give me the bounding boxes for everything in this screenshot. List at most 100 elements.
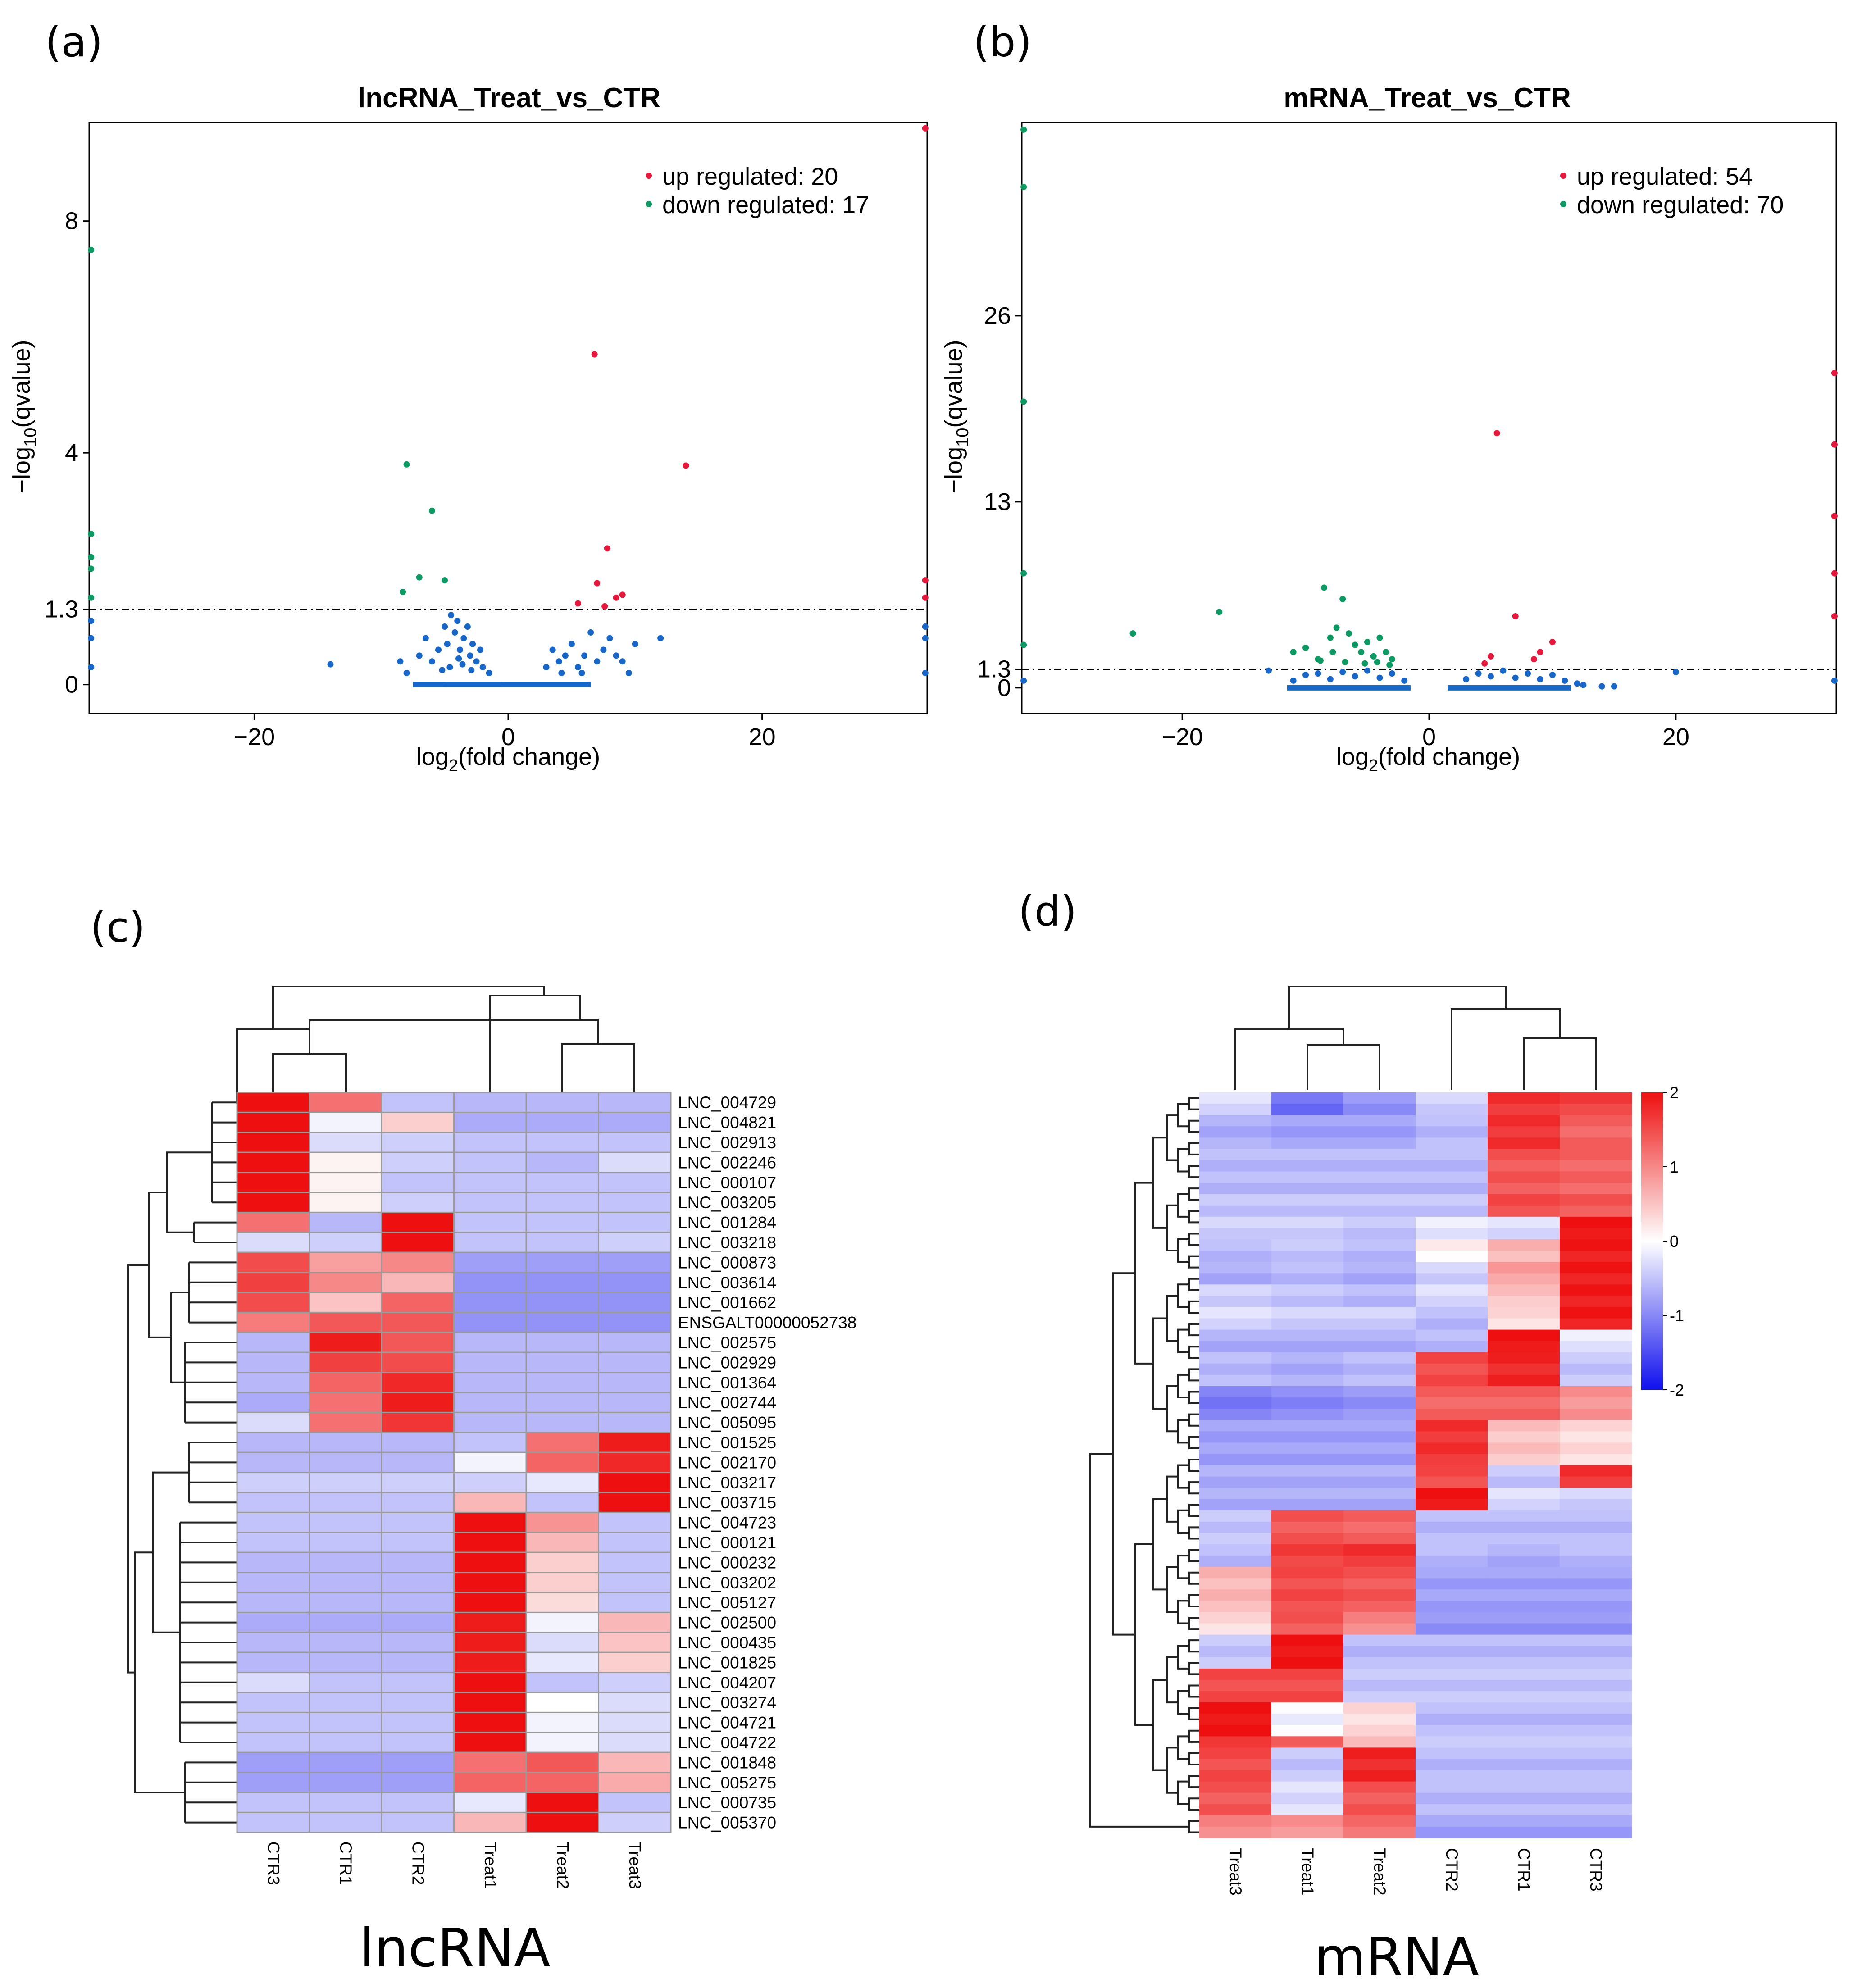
heatmap-cell bbox=[598, 1732, 672, 1753]
row-branch bbox=[134, 1551, 185, 1793]
down-point bbox=[1020, 641, 1027, 648]
heatmap-cell bbox=[598, 1351, 672, 1374]
heatmap-cell bbox=[1560, 1533, 1632, 1545]
heatmap-cell bbox=[1416, 1251, 1488, 1262]
heatmap-cell bbox=[309, 1572, 382, 1593]
heatmap-cell bbox=[381, 1192, 455, 1213]
heatmap-cell bbox=[525, 1511, 599, 1533]
heatmap-cell bbox=[1199, 1149, 1272, 1160]
heatmap-cell bbox=[1416, 1623, 1488, 1635]
row-label: LNC_000735 bbox=[678, 1793, 776, 1812]
nonsig-point bbox=[88, 635, 95, 641]
heatmap-cell bbox=[1343, 1409, 1416, 1420]
heatmap-cell bbox=[381, 1292, 455, 1313]
heatmap-cell bbox=[1271, 1736, 1344, 1748]
heatmap-cell bbox=[525, 1211, 599, 1233]
heatmap-cell bbox=[1343, 1646, 1416, 1658]
heatmap-cell bbox=[1343, 1386, 1416, 1398]
heatmap-cell bbox=[1343, 1612, 1416, 1624]
heatmap-cell bbox=[1488, 1465, 1560, 1477]
heatmap-cell bbox=[309, 1411, 382, 1433]
heatmap-cell bbox=[1488, 1657, 1560, 1669]
down-point bbox=[1364, 639, 1371, 646]
heatmap-cell bbox=[236, 1092, 310, 1113]
volcano-b-legend: up regulated: 54 down regulated: 70 bbox=[1560, 163, 1784, 218]
heatmap-cell bbox=[309, 1172, 382, 1193]
nonsig-point bbox=[468, 667, 475, 673]
heatmap-cell bbox=[1560, 1770, 1632, 1782]
heatmap-cell bbox=[598, 1411, 672, 1433]
nonsig-point bbox=[600, 646, 607, 653]
heatmap-cell bbox=[1343, 1296, 1416, 1307]
heatmap-cell bbox=[1560, 1239, 1632, 1251]
down-point bbox=[1327, 634, 1334, 641]
down-point bbox=[428, 507, 435, 514]
heatmap-cell bbox=[1416, 1556, 1488, 1567]
row-branch bbox=[1188, 1820, 1199, 1833]
heatmap-cell bbox=[309, 1732, 382, 1753]
heatmap-cell bbox=[1343, 1329, 1416, 1342]
heatmap-cell bbox=[1488, 1307, 1560, 1319]
heatmap-cell bbox=[1199, 1691, 1272, 1703]
heatmap-cell bbox=[1488, 1454, 1560, 1465]
heatmap-cell bbox=[1343, 1352, 1416, 1364]
heatmap-cell bbox=[453, 1692, 527, 1713]
heatmap-cell bbox=[525, 1592, 599, 1613]
heatmap-cell bbox=[1416, 1284, 1488, 1296]
down-point bbox=[1342, 659, 1348, 665]
row-branch bbox=[1177, 1555, 1189, 1579]
nonsig-point bbox=[479, 664, 486, 671]
up-point bbox=[1493, 430, 1500, 437]
heatmap-cell bbox=[309, 1351, 382, 1374]
heatmap-cell bbox=[1488, 1442, 1560, 1454]
heatmap-cell bbox=[598, 1551, 672, 1574]
heatmap-c-col-dendrogram bbox=[236, 986, 635, 1104]
heatmap-cell bbox=[381, 1132, 455, 1153]
heatmap-cell bbox=[236, 1272, 310, 1293]
heatmap-cell bbox=[236, 1732, 310, 1753]
row-branch bbox=[152, 1471, 189, 1633]
nonsig-point bbox=[442, 623, 448, 630]
heatmap-cell bbox=[453, 1092, 527, 1113]
heatmap-cell bbox=[453, 1232, 527, 1253]
volcano-a-ylabel: −log10(qvalue) bbox=[8, 340, 40, 494]
heatmap-cell bbox=[1199, 1352, 1272, 1364]
heatmap-cell bbox=[598, 1232, 672, 1253]
heatmap-cell bbox=[1271, 1352, 1344, 1364]
nonsig-point bbox=[403, 669, 410, 676]
heatmap-cell bbox=[309, 1792, 382, 1813]
nonsig-point bbox=[1376, 674, 1383, 681]
heatmap-cell bbox=[236, 1472, 310, 1493]
up-point bbox=[601, 603, 608, 610]
heatmap-cell bbox=[1560, 1341, 1632, 1353]
heatmap-cell bbox=[1271, 1646, 1344, 1658]
heatmap-cell bbox=[598, 1511, 672, 1533]
down-point bbox=[1321, 584, 1328, 591]
nonsig-point bbox=[1512, 674, 1519, 681]
heatmap-cell bbox=[1271, 1251, 1344, 1262]
heatmap-cell bbox=[309, 1632, 382, 1653]
row-label: LNC_002170 bbox=[678, 1453, 776, 1472]
heatmap-cell bbox=[525, 1372, 599, 1393]
column-label: CTR3 bbox=[264, 1842, 282, 1885]
heatmap-cell bbox=[1199, 1397, 1272, 1409]
nonsig-point bbox=[1672, 669, 1679, 675]
heatmap-cell bbox=[309, 1272, 382, 1293]
heatmap-cell bbox=[1199, 1442, 1272, 1454]
heatmap-cell bbox=[381, 1811, 455, 1833]
heatmap-cell bbox=[1488, 1431, 1560, 1443]
heatmap-cell bbox=[309, 1132, 382, 1153]
heatmap-cell bbox=[1343, 1149, 1416, 1160]
heatmap-cell bbox=[1416, 1759, 1488, 1771]
nonsig-point bbox=[578, 669, 585, 676]
heatmap-cell bbox=[1199, 1657, 1272, 1669]
heatmap-cell bbox=[1271, 1510, 1344, 1522]
heatmap-cell bbox=[1416, 1578, 1488, 1590]
down-point bbox=[1358, 649, 1365, 655]
heatmap-cell bbox=[525, 1772, 599, 1793]
heatmap-cell bbox=[525, 1292, 599, 1313]
heatmap-cell bbox=[1488, 1691, 1560, 1703]
row-label: LNC_003614 bbox=[678, 1274, 776, 1292]
heatmap-cell bbox=[453, 1511, 527, 1533]
heatmap-cell bbox=[1271, 1770, 1344, 1782]
